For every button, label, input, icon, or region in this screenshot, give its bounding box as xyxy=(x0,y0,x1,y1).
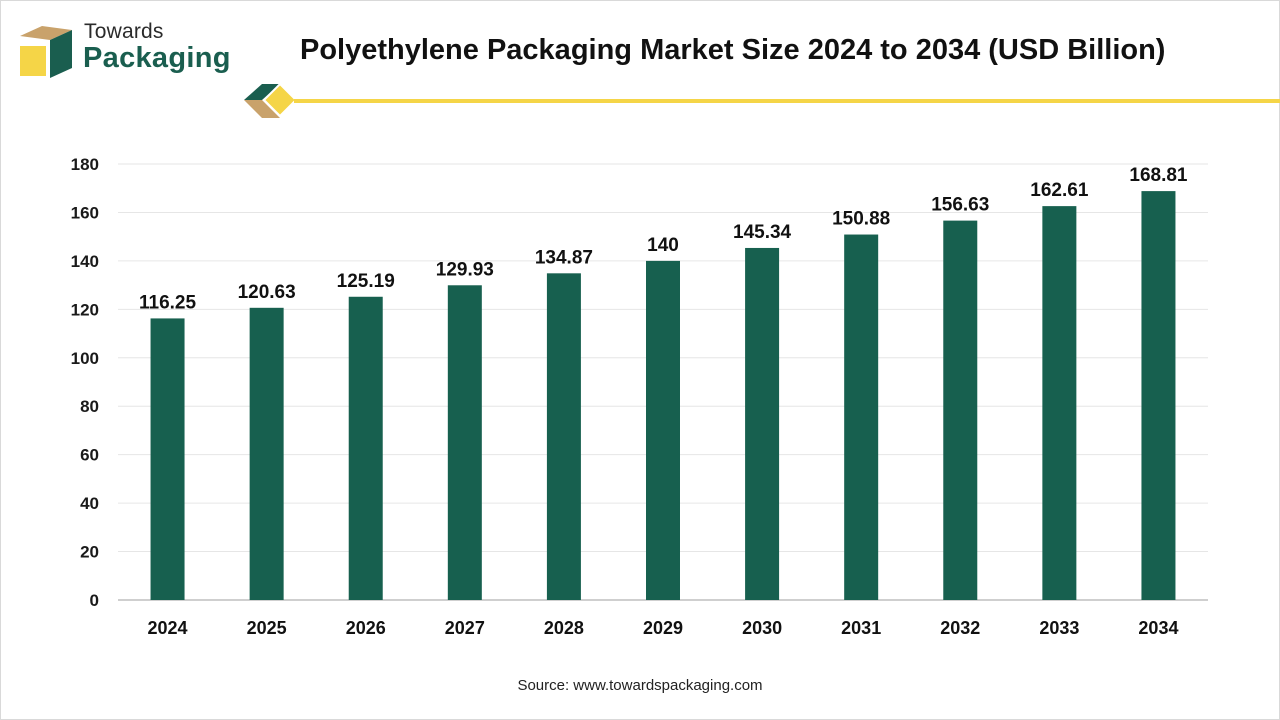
data-label: 120.63 xyxy=(238,282,296,303)
y-tick-label: 120 xyxy=(71,300,99,319)
y-tick-label: 140 xyxy=(71,252,99,271)
chart-title: Polyethylene Packaging Market Size 2024 … xyxy=(300,34,1166,66)
y-tick-label: 180 xyxy=(71,155,99,174)
bar xyxy=(447,285,482,600)
y-tick-label: 0 xyxy=(90,591,99,610)
data-label: 145.34 xyxy=(733,222,792,243)
y-tick-label: 40 xyxy=(80,494,99,513)
bar xyxy=(1141,191,1176,600)
data-label: 140 xyxy=(647,235,679,256)
data-label: 150.88 xyxy=(832,209,890,230)
data-label: 116.25 xyxy=(139,292,196,313)
x-tick-label: 2025 xyxy=(247,618,287,638)
x-tick-label: 2024 xyxy=(148,618,188,638)
data-label: 156.63 xyxy=(931,195,989,216)
data-label: 129.93 xyxy=(436,259,494,280)
bar xyxy=(943,220,978,600)
source-note: Source: www.towardspackaging.com xyxy=(517,677,763,694)
x-tick-label: 2029 xyxy=(643,618,683,638)
x-tick-label: 2031 xyxy=(841,618,881,638)
box-logo-icon xyxy=(20,26,72,78)
title-accent-line xyxy=(244,82,1280,118)
x-tick-label: 2026 xyxy=(346,618,386,638)
y-tick-label: 60 xyxy=(80,446,99,465)
x-tick-label: 2028 xyxy=(544,618,584,638)
bar xyxy=(1042,206,1077,601)
bar xyxy=(646,260,680,600)
brand-logo: Towards Packaging xyxy=(16,20,236,82)
x-tick-label: 2032 xyxy=(940,618,980,638)
bar xyxy=(249,307,284,600)
bar xyxy=(348,296,383,600)
data-label: 125.19 xyxy=(337,271,395,292)
brand-name-top: Towards xyxy=(84,20,164,43)
x-tick-label: 2033 xyxy=(1039,618,1079,638)
data-label: 168.81 xyxy=(1129,165,1188,186)
y-tick-label: 80 xyxy=(80,397,99,416)
bar xyxy=(150,318,185,600)
data-label: 162.61 xyxy=(1030,180,1089,201)
x-tick-label: 2027 xyxy=(445,618,485,638)
y-tick-label: 100 xyxy=(71,349,99,368)
bar xyxy=(844,234,879,601)
bar xyxy=(745,247,780,600)
y-tick-label: 160 xyxy=(71,203,99,222)
y-tick-label: 20 xyxy=(80,543,99,562)
bar xyxy=(546,273,581,600)
x-tick-label: 2030 xyxy=(742,618,782,638)
data-label: 134.87 xyxy=(535,247,593,268)
x-tick-label: 2034 xyxy=(1138,618,1178,638)
brand-name-bottom: Packaging xyxy=(83,42,231,74)
